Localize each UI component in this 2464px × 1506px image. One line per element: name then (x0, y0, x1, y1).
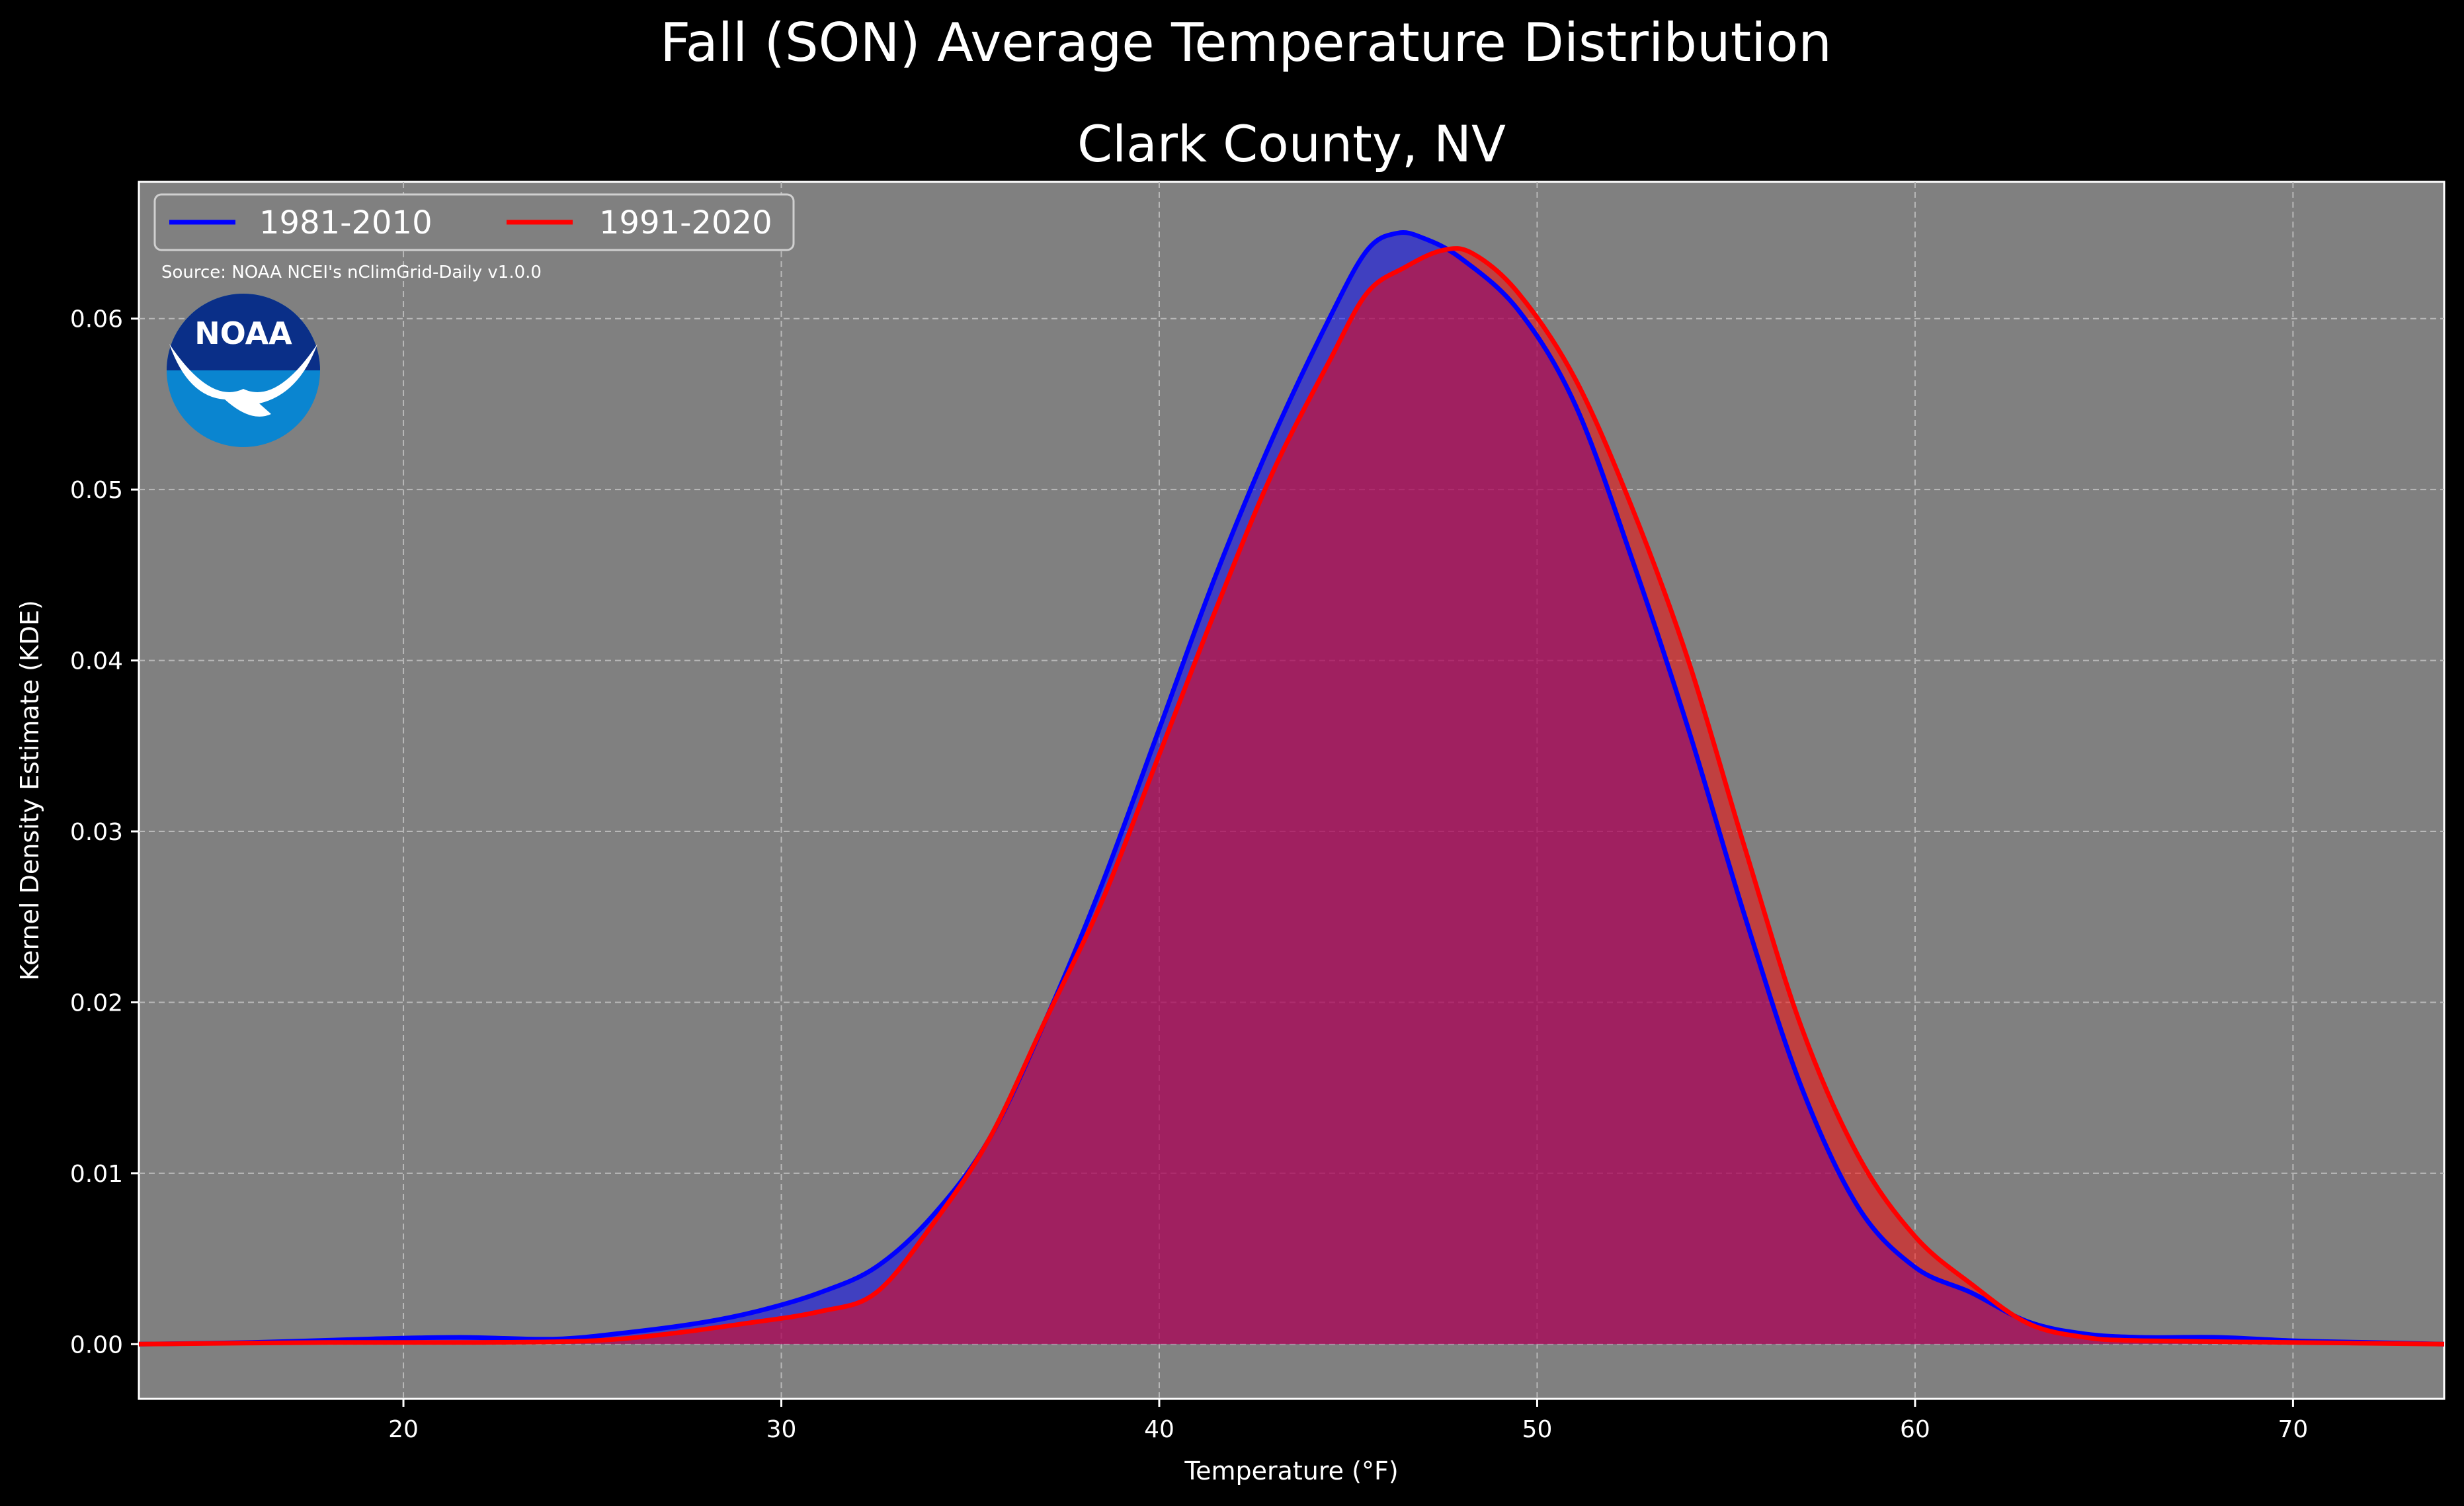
x-tick-label: 40 (1144, 1416, 1174, 1443)
x-axis-label: Temperature (°F) (1184, 1456, 1398, 1485)
series-line-1991-2020 (138, 246, 2445, 1347)
y-tick-label: 0.02 (70, 989, 123, 1017)
y-axis-label: Kernel Density Estimate (KDE) (15, 600, 44, 981)
chart-suptitle: Fall (SON) Average Temperature Distribut… (660, 12, 1832, 73)
y-tick-label: 0.00 (70, 1331, 123, 1359)
y-axis-ticks: 0.00 0.01 0.02 0.03 0.04 0.05 0.06 (70, 306, 139, 1359)
y-tick-label: 0.03 (70, 819, 123, 846)
y-tick-label: 0.04 (70, 648, 123, 675)
series-lines (138, 230, 2445, 1347)
y-tick-label: 0.06 (70, 306, 123, 333)
x-tick-label: 70 (2278, 1416, 2309, 1443)
chart-title: Clark County, NV (1077, 114, 1506, 173)
x-axis-ticks: 20 30 40 50 60 70 (388, 1399, 2308, 1443)
y-tick-label: 0.01 (70, 1161, 123, 1188)
y-tick-label: 0.05 (70, 477, 123, 504)
noaa-logo-text: NOAA (194, 315, 292, 351)
series-fills (139, 232, 2444, 1345)
x-tick-label: 50 (1522, 1416, 1553, 1443)
x-tick-label: 30 (766, 1416, 797, 1443)
noaa-logo: NOAA (167, 294, 320, 447)
x-tick-label: 20 (388, 1416, 419, 1443)
legend-label-1991-2020: 1991-2020 (599, 204, 772, 241)
legend-label-1981-2010: 1981-2010 (259, 204, 432, 241)
series-line-1981-2010 (138, 230, 2445, 1347)
legend-box (153, 193, 795, 251)
x-tick-label: 60 (1900, 1416, 1930, 1443)
legend: 1981-2010 1991-2020 (153, 193, 795, 251)
source-note: Source: NOAA NCEI's nClimGrid-Daily v1.0… (161, 263, 542, 282)
series-area-1991-2020 (139, 248, 2444, 1345)
